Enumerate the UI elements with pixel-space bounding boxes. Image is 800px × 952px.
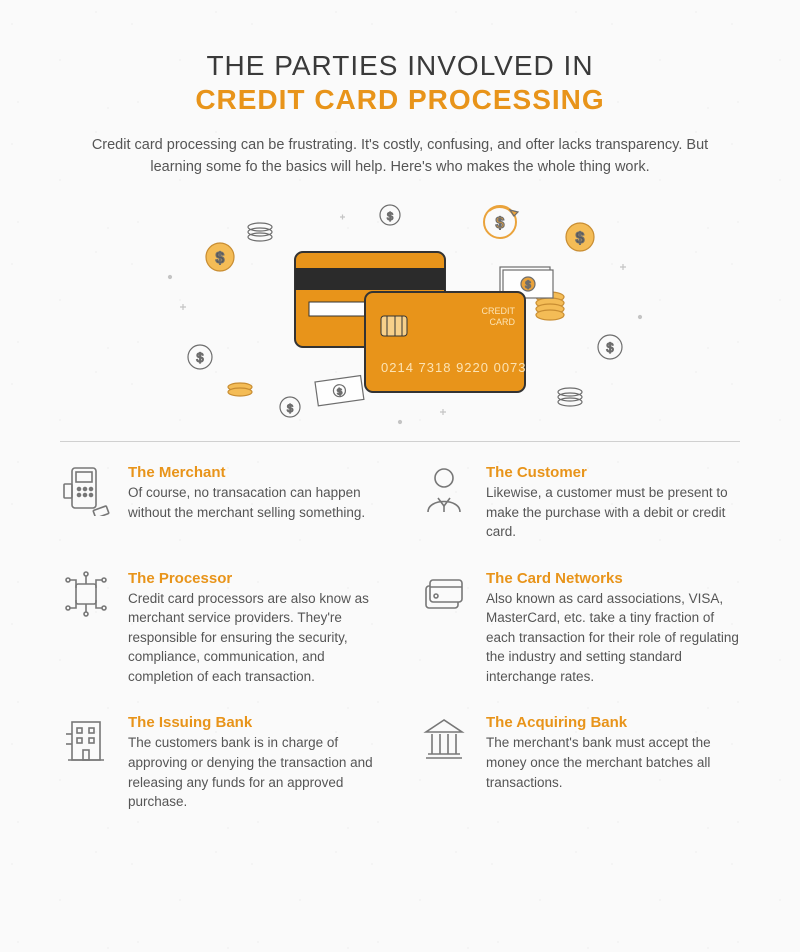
customer-icon (418, 464, 470, 516)
party-card-networks: The Card Networks Also known as card ass… (418, 570, 740, 687)
intro-paragraph: Credit card processing can be frustratin… (60, 134, 740, 179)
party-issuing-bank: The Issuing Bank The customers bank is i… (60, 714, 382, 811)
section-divider (60, 441, 740, 442)
party-title: The Customer (486, 464, 740, 481)
party-desc: Likewise, a customer must be present to … (486, 483, 740, 542)
card-networks-icon (418, 570, 470, 622)
svg-text:$: $ (606, 340, 614, 355)
hero-card-number: 0214 7318 9220 0073 (381, 360, 527, 375)
svg-text:$: $ (387, 211, 393, 223)
svg-text:$: $ (576, 230, 585, 247)
party-title: The Merchant (128, 464, 382, 481)
svg-text:$: $ (496, 215, 505, 232)
parties-grid: The Merchant Of course, no transacation … (60, 464, 740, 812)
svg-text:$: $ (196, 350, 204, 365)
bank-columns-icon (418, 714, 470, 766)
svg-text:$: $ (287, 403, 293, 415)
svg-text:$: $ (216, 250, 225, 267)
party-desc: Also known as card associations, VISA, M… (486, 589, 740, 687)
hero-card-label-bottom: CARD (489, 317, 515, 327)
title-line-2: CREDIT CARD PROCESSING (60, 84, 740, 116)
infographic-content: THE PARTIES INVOLVED IN CREDIT CARD PROC… (0, 0, 800, 842)
party-customer: The Customer Likewise, a customer must b… (418, 464, 740, 542)
svg-text:$: $ (525, 280, 531, 291)
party-processor: The Processor Credit card processors are… (60, 570, 382, 687)
party-desc: Of course, no transacation can happen wi… (128, 483, 382, 522)
party-title: The Acquiring Bank (486, 714, 740, 731)
title-block: THE PARTIES INVOLVED IN CREDIT CARD PROC… (60, 50, 740, 116)
party-desc: The merchant's bank must accept the mone… (486, 733, 740, 792)
party-desc: The customers bank is in charge of appro… (128, 733, 382, 811)
hero-card-label-top: CREDIT (482, 306, 516, 316)
processor-chip-icon (60, 570, 112, 622)
party-title: The Card Networks (486, 570, 740, 587)
party-acquiring-bank: The Acquiring Bank The merchant's bank m… (418, 714, 740, 811)
pos-terminal-icon (60, 464, 112, 516)
hero-illustration: $ $ $ $ $ $ $ (140, 197, 660, 427)
party-desc: Credit card processors are also know as … (128, 589, 382, 687)
building-icon (60, 714, 112, 766)
party-title: The Issuing Bank (128, 714, 382, 731)
party-title: The Processor (128, 570, 382, 587)
title-line-1: THE PARTIES INVOLVED IN (60, 50, 740, 82)
party-merchant: The Merchant Of course, no transacation … (60, 464, 382, 542)
